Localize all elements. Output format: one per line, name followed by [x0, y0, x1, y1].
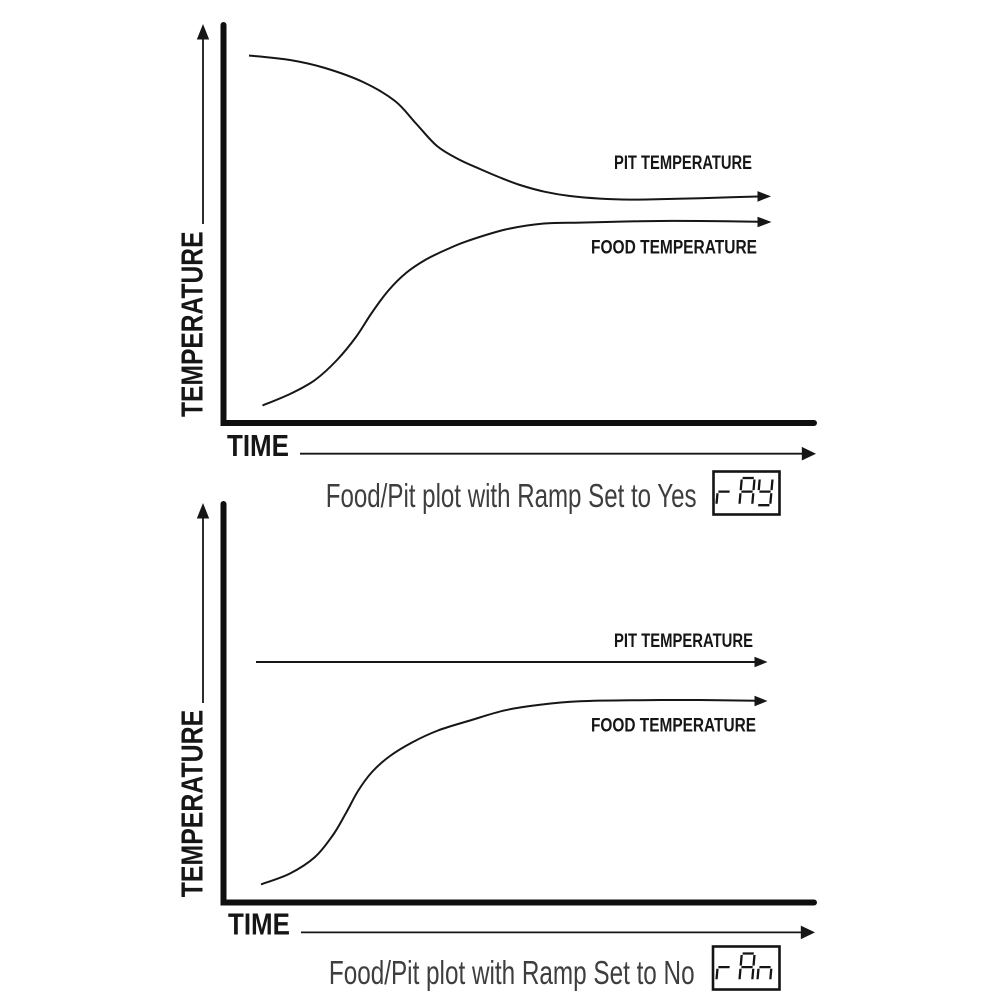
svg-text:PIT TEMPERATURE: PIT TEMPERATURE	[614, 153, 752, 174]
svg-text:Food/Pit plot with Ramp Set to: Food/Pit plot with Ramp Set to No	[329, 954, 695, 991]
svg-text:TIME: TIME	[228, 907, 290, 942]
svg-text:TEMPERATURE: TEMPERATURE	[175, 710, 210, 898]
svg-text:TIME: TIME	[227, 428, 289, 463]
svg-text:PIT TEMPERATURE: PIT TEMPERATURE	[614, 631, 753, 652]
svg-text:Food/Pit plot with Ramp Set to: Food/Pit plot with Ramp Set to Yes	[326, 477, 697, 514]
svg-text:TEMPERATURE: TEMPERATURE	[175, 232, 210, 418]
svg-text:FOOD TEMPERATURE: FOOD TEMPERATURE	[591, 716, 756, 737]
svg-text:FOOD TEMPERATURE: FOOD TEMPERATURE	[591, 238, 757, 259]
